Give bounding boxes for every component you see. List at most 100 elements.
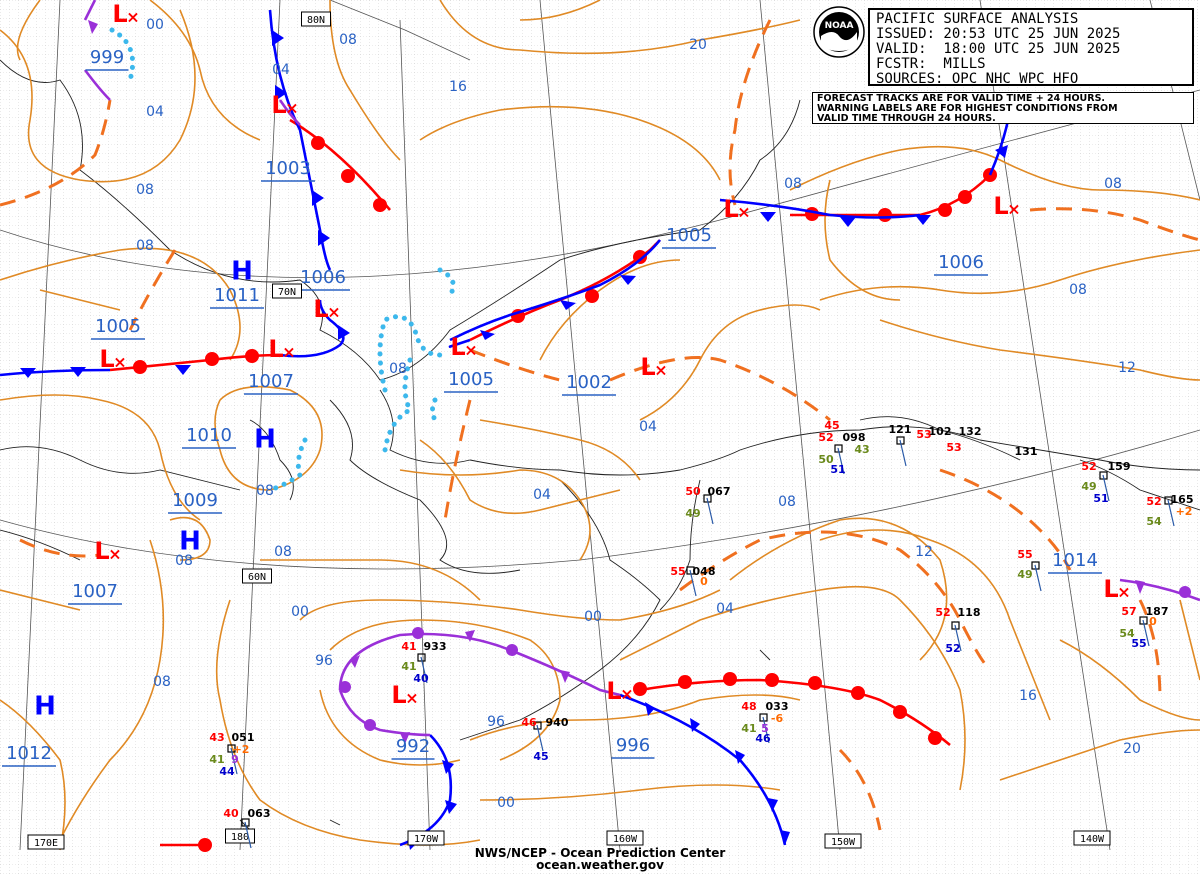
wind-barb xyxy=(837,447,845,475)
central-pressure-label: 1012 xyxy=(6,743,52,764)
graticule-label: 70N xyxy=(272,283,302,299)
wind-barb xyxy=(899,439,907,467)
central-pressure-label: 996 xyxy=(616,735,650,756)
low-center-mark: × xyxy=(405,689,418,708)
graticule-label: 150W xyxy=(824,833,862,849)
central-pressure-label: 1010 xyxy=(186,425,232,446)
svg-text:170E: 170E xyxy=(34,838,58,849)
station-value: 121 xyxy=(889,423,912,436)
low-center-mark: × xyxy=(282,343,295,362)
low-pressure-center: L× 996 xyxy=(606,677,655,759)
station-value: 933 xyxy=(424,640,447,653)
isobar-label: 08 xyxy=(1104,176,1122,192)
station-value: 40 xyxy=(413,672,429,685)
station-value: 51 xyxy=(1093,492,1108,505)
low-symbol: L xyxy=(94,537,109,565)
note-line-2: WARNING LABELS ARE FOR HIGHEST CONDITION… xyxy=(817,103,1118,114)
station-value: 49 xyxy=(1017,568,1032,581)
isobar-label: 20 xyxy=(1123,741,1141,757)
svg-text:150W: 150W xyxy=(831,837,856,848)
occluded-front-symbols xyxy=(88,20,1191,744)
station-value: 0 xyxy=(1149,615,1157,628)
low-pressure-center: L× 992 xyxy=(391,681,435,760)
station-value: 048 xyxy=(693,565,716,578)
isobar-label: 04 xyxy=(533,487,551,503)
station-value: 159 xyxy=(1108,460,1131,473)
high-pressure-center: H 1010 xyxy=(182,425,276,455)
station-value: 45 xyxy=(824,419,839,432)
svg-text:170W: 170W xyxy=(414,834,439,845)
svg-text:80N: 80N xyxy=(307,15,325,26)
svg-text:180: 180 xyxy=(231,832,249,843)
station-plot: 40 063 xyxy=(223,807,270,849)
low-pressure-center: L× 1007 xyxy=(244,335,298,395)
central-pressure-label: 1003 xyxy=(265,158,311,179)
wind-barb xyxy=(536,724,544,752)
wind-barb xyxy=(1167,499,1175,527)
station-value: 102 xyxy=(929,425,952,438)
low-pressure-center: L× 1002 xyxy=(562,353,668,396)
forecast-notes-box: FORECAST TRACKS ARE FOR VALID TIME + 24 … xyxy=(812,92,1194,124)
central-pressure-label: 1009 xyxy=(172,490,218,511)
low-center-mark: × xyxy=(620,685,633,704)
station-value: 54 xyxy=(1119,627,1135,640)
central-pressure-label: 1006 xyxy=(938,252,984,273)
station-value: 41 xyxy=(741,722,756,735)
isobar-label: 20 xyxy=(689,37,707,53)
station-value: 118 xyxy=(958,606,981,619)
low-symbol: L xyxy=(271,91,286,119)
low-center-mark: × xyxy=(1117,583,1130,602)
high-pressure-center: H 1012 xyxy=(2,692,56,767)
station-value: 44 xyxy=(219,765,235,778)
station-value: 051 xyxy=(232,731,255,744)
low-center-mark: × xyxy=(1007,200,1020,219)
warm-front-bumps xyxy=(133,136,997,852)
station-plot: 52 098 45 50 43 51 xyxy=(818,419,869,476)
ice-edge xyxy=(109,27,456,493)
low-symbol: L xyxy=(606,677,621,705)
isobar-label: 00 xyxy=(584,609,602,625)
graticule-label: 160W xyxy=(606,830,644,846)
station-value: 55 xyxy=(1017,548,1032,561)
station-value: 033 xyxy=(766,700,789,713)
station-value: 53 xyxy=(916,428,931,441)
high-symbol: H xyxy=(254,425,276,455)
low-center-mark: × xyxy=(285,99,298,118)
station-value: 50 xyxy=(818,453,834,466)
station-plot: 48 033 41 546-6 xyxy=(741,700,788,745)
central-pressure-label: 1011 xyxy=(214,285,260,306)
low-center-mark: × xyxy=(327,303,340,322)
low-symbol: L xyxy=(723,195,738,223)
low-center-mark: × xyxy=(464,341,477,360)
graticule-label: 180 xyxy=(225,828,255,844)
noaa-logo: NOAA xyxy=(813,6,865,58)
station-value: 165 xyxy=(1171,493,1194,506)
low-symbol: L xyxy=(268,335,283,363)
isobar-label: 12 xyxy=(915,544,933,560)
sources: SOURCES: OPC NHC WPC HFO xyxy=(876,71,1079,87)
station-value: 53 xyxy=(946,441,961,454)
station-value: 46 xyxy=(521,716,537,729)
station-value: 52 xyxy=(818,431,833,444)
isobar-label: 08 xyxy=(784,176,802,192)
isobar-label: 00 xyxy=(146,17,164,33)
isobar-label: 12 xyxy=(1118,360,1136,376)
station-plot: 50 067 49 xyxy=(685,485,730,525)
central-pressure-label: 999 xyxy=(90,47,124,68)
note-line-1: FORECAST TRACKS ARE FOR VALID TIME + 24 … xyxy=(817,93,1106,104)
low-pressure-center: L× 1014 xyxy=(1048,550,1131,603)
low-pressure-center: L× 1005 xyxy=(662,195,751,249)
low-symbol: L xyxy=(993,192,1008,220)
low-center-mark: × xyxy=(126,8,139,27)
high-symbol: H xyxy=(179,527,201,557)
isobar-label: 04 xyxy=(146,104,164,120)
station-value: 52 xyxy=(945,642,960,655)
station-value: 49 xyxy=(1081,480,1096,493)
station-value: 41 xyxy=(209,753,224,766)
station-value: 43 xyxy=(209,731,224,744)
isobar-label: 04 xyxy=(716,601,734,617)
